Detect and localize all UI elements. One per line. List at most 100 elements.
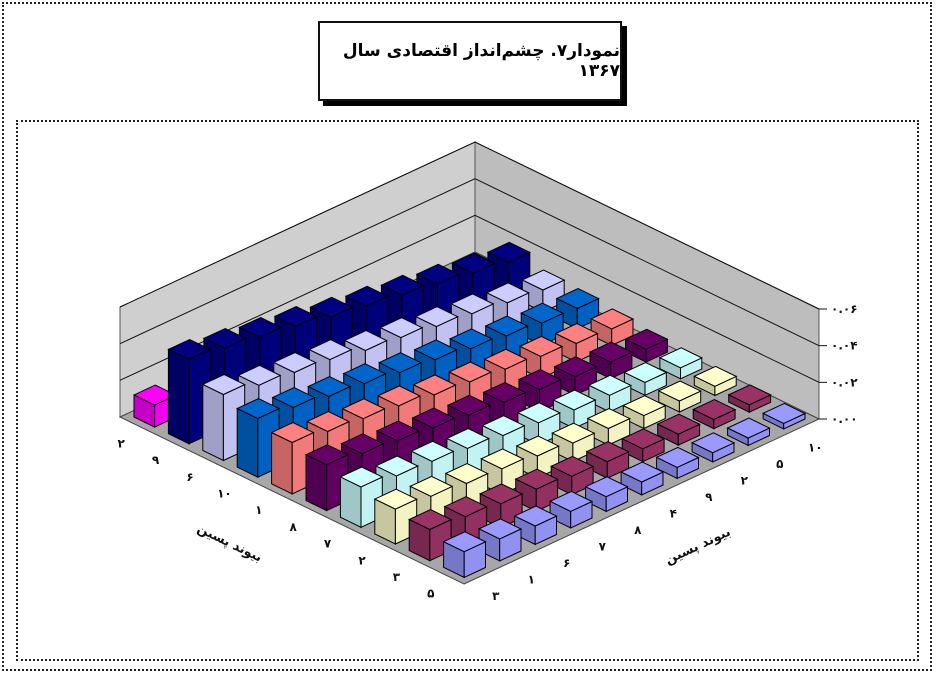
bar-top xyxy=(658,347,703,369)
bar-top xyxy=(619,461,665,483)
z-tick-label: ۰.۰۲ xyxy=(831,375,858,389)
bar-top xyxy=(167,338,212,360)
bar-top xyxy=(518,335,564,357)
bar-top xyxy=(726,417,771,439)
bar-top xyxy=(483,348,528,370)
bar-top xyxy=(446,394,492,416)
bar-top xyxy=(411,407,456,429)
bar-side xyxy=(167,348,190,445)
bar-top xyxy=(692,399,737,421)
bar-top xyxy=(485,282,530,304)
bar xyxy=(624,328,669,363)
bar-top xyxy=(548,490,594,512)
bar xyxy=(515,435,560,479)
bar-side xyxy=(236,407,259,479)
bar xyxy=(548,490,594,529)
x-tick-label: ۵ xyxy=(776,457,783,471)
y-tick-label: ۷ xyxy=(324,537,332,551)
bar-top xyxy=(520,302,565,324)
bar-top xyxy=(477,518,523,540)
bar-top xyxy=(450,293,495,315)
x-tick-label: ۱۰ xyxy=(808,440,823,454)
bar-top xyxy=(414,306,459,328)
bar xyxy=(621,428,666,463)
bar-top xyxy=(342,363,387,385)
bar-top xyxy=(344,285,389,307)
bar-top xyxy=(552,389,597,411)
bar-side xyxy=(271,431,293,495)
chart-title: نمودار۷. چشم‌انداز اقتصادی سال ۱۳۶۷ xyxy=(318,21,622,101)
bar-top xyxy=(305,411,351,433)
bar-top xyxy=(555,288,600,310)
bar xyxy=(622,395,667,430)
bar xyxy=(442,531,487,579)
bar-top xyxy=(373,488,418,510)
bar xyxy=(690,432,736,463)
y-tick-label: ۳ xyxy=(393,570,401,584)
bar-top xyxy=(237,364,282,386)
bar-top xyxy=(309,296,354,318)
bar-top xyxy=(273,305,318,327)
gridline xyxy=(119,214,820,383)
bar-top xyxy=(585,441,630,463)
bar-top xyxy=(554,323,599,345)
gridline xyxy=(119,178,820,347)
bar-top xyxy=(553,356,598,378)
bar-top xyxy=(412,374,457,396)
bar-top xyxy=(409,475,454,497)
bar-top xyxy=(516,402,561,424)
x-tick-label: ۲ xyxy=(741,473,749,487)
bar xyxy=(236,398,281,479)
bar-top xyxy=(445,427,490,449)
y-tick-label: ۱۰ xyxy=(217,486,232,500)
x-tick-label: ۷ xyxy=(599,539,607,553)
y-tick-label: ۵ xyxy=(427,587,434,601)
plot-area: ۰.۰۰ ۰.۰۲ ۰.۰۴ ۰.۰۶ ۳ ۱ ۶ ۷ ۸ ۴ ۹ ۲ ۵ ۱۰ ۵ ۳ ۲ ۷ ۸ ۱ ۱۰ ۶ ۹ ۲ بی… xyxy=(16,120,919,661)
bar-top xyxy=(236,398,281,420)
bar-top xyxy=(410,440,455,462)
bar-top xyxy=(657,380,702,402)
bar xyxy=(552,389,597,430)
bar xyxy=(588,341,634,380)
bar xyxy=(586,407,631,446)
bar-top xyxy=(584,476,629,498)
x-tick-label: ۱ xyxy=(528,572,535,586)
bar-top xyxy=(339,466,384,488)
bar xyxy=(656,413,701,447)
x-tick-label: ۳ xyxy=(492,589,500,603)
bar-top xyxy=(238,316,283,338)
bar-top xyxy=(550,455,595,477)
bar xyxy=(655,446,700,480)
x-tick-label: ۹ xyxy=(705,490,713,504)
bar-top xyxy=(517,369,563,391)
z-tick-label: ۰.۰۴ xyxy=(831,339,858,353)
bar-top xyxy=(589,308,635,330)
x-tick-label: ۸ xyxy=(634,523,642,537)
bar-top xyxy=(693,365,738,387)
bar-top xyxy=(272,351,317,374)
bar-top xyxy=(340,433,385,455)
bar-top xyxy=(481,415,526,437)
bar-side xyxy=(202,383,224,462)
chart-canvas: ۰.۰۰ ۰.۰۲ ۰.۰۴ ۰.۰۶ ۳ ۱ ۶ ۷ ۸ ۴ ۹ ۲ ۵ ۱۰ ۵ ۳ ۲ ۷ ۸ ۱ ۱۰ ۶ ۹ ۲ بی… xyxy=(118,141,858,603)
y-tick-label: ۲ xyxy=(118,436,126,450)
bar-top xyxy=(727,384,772,406)
bar-top xyxy=(443,496,488,518)
bar xyxy=(657,380,702,413)
bar-top xyxy=(444,462,489,485)
bar-top xyxy=(307,376,352,398)
y-tick-label: ۶ xyxy=(186,470,193,484)
bar xyxy=(692,399,737,430)
bar-top xyxy=(484,315,529,337)
bar xyxy=(584,476,629,513)
bar-top xyxy=(622,395,667,417)
bar-top xyxy=(761,402,807,424)
bar-top xyxy=(413,339,458,361)
bar-top xyxy=(480,448,525,470)
bar xyxy=(726,417,771,447)
bar xyxy=(623,361,668,397)
bar-top xyxy=(656,413,701,435)
x-tick-label: ۴ xyxy=(670,506,677,520)
bar-top xyxy=(449,328,494,350)
